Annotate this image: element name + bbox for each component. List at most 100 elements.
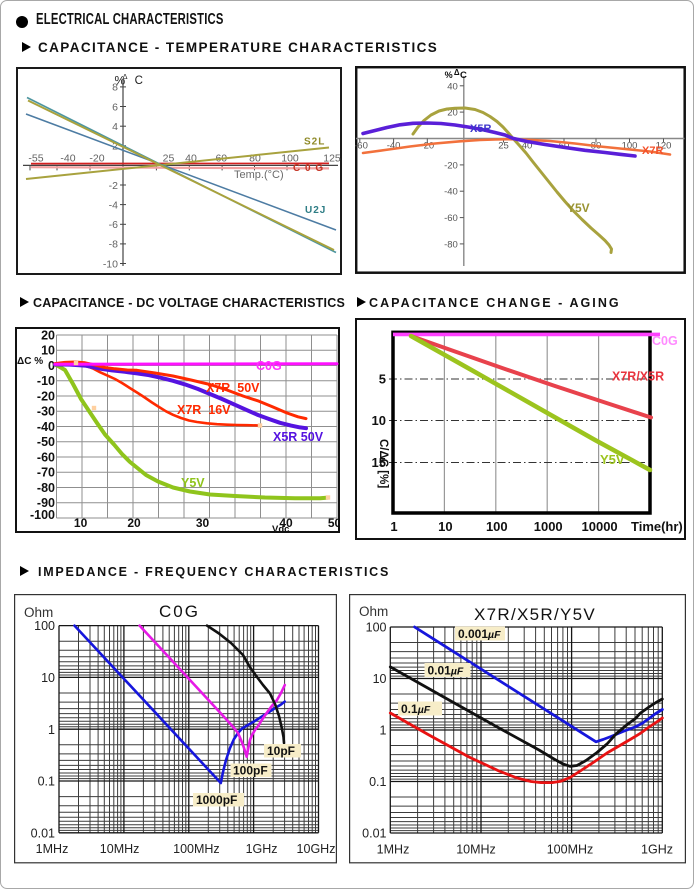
svg-text:-20: -20 [37,389,55,403]
svg-text:40: 40 [185,153,197,165]
svg-text:0.1µF: 0.1µF [401,702,431,716]
svg-text:-55: -55 [28,153,43,165]
svg-text:-50: -50 [37,435,55,449]
svg-text:6: 6 [112,101,118,113]
svg-text:-40: -40 [60,153,75,165]
svg-text:100MHz: 100MHz [173,842,220,856]
svg-text:X7R: X7R [642,145,663,157]
svg-text:5: 5 [379,372,386,387]
svg-text:0: 0 [48,359,55,373]
svg-text:30: 30 [196,516,210,530]
svg-text:X7R/X5R/Y5V: X7R/X5R/Y5V [474,605,596,624]
svg-text:120: 120 [656,141,672,152]
svg-text:100MHz: 100MHz [547,843,594,857]
svg-text:-40: -40 [37,420,55,434]
svg-text:0.01: 0.01 [362,827,386,841]
svg-text:100: 100 [281,153,299,165]
svg-text:20: 20 [447,108,458,119]
svg-text:C0G: C0G [652,334,678,348]
svg-text:4: 4 [112,121,118,133]
svg-text:-40: -40 [444,187,458,198]
svg-text:Y5V: Y5V [567,201,590,215]
svg-text:C0G: C0G [256,359,282,373]
svg-text:Δ: Δ [123,72,128,81]
svg-text:8: 8 [112,82,118,94]
svg-text:Y5V: Y5V [181,476,205,490]
svg-text:-10: -10 [103,258,118,270]
svg-text:-20: -20 [89,153,104,165]
svg-text:80: 80 [249,153,261,165]
svg-text:10: 10 [74,516,88,530]
svg-text:10: 10 [373,672,387,686]
svg-text:S2L: S2L [304,137,325,148]
svg-text:1: 1 [48,723,55,737]
svg-text:10MHz: 10MHz [456,843,496,857]
svg-text:-20: -20 [420,141,434,152]
svg-text:1: 1 [390,519,397,534]
svg-text:-4: -4 [109,199,118,211]
svg-text:-8: -8 [109,239,118,251]
svg-text:Y5V: Y5V [600,452,625,467]
svg-text:-60: -60 [355,141,368,152]
svg-text:0.001µF: 0.001µF [458,627,501,641]
svg-text:125: 125 [323,153,341,165]
svg-text:-10: -10 [37,374,55,388]
svg-text:0.1: 0.1 [38,775,55,789]
svg-text:25: 25 [498,141,509,152]
svg-text:1000pF: 1000pF [196,793,237,807]
svg-text:X7R/X5R: X7R/X5R [612,370,664,384]
svg-text:50: 50 [328,516,340,530]
svg-text:X5R 50V: X5R 50V [273,430,324,444]
svg-text:10GHz: 10GHz [297,842,336,856]
svg-text:100pF: 100pF [233,764,268,778]
svg-text:10: 10 [438,519,452,534]
svg-text:-100: -100 [30,508,55,522]
svg-text:10MHz: 10MHz [100,842,140,856]
svg-text:Ohm: Ohm [359,604,388,619]
svg-text:25: 25 [163,153,175,165]
svg-text:1MHz: 1MHz [377,843,410,857]
svg-text:C0G: C0G [159,602,200,621]
svg-text:Time(hr): Time(hr) [631,519,683,534]
svg-text:-20: -20 [444,160,458,171]
svg-text:10: 10 [41,671,55,685]
svg-text:X7R 16V: X7R 16V [177,403,231,417]
svg-text:-6: -6 [109,219,118,231]
svg-text:Δ: Δ [454,68,460,77]
svg-text:%: % [115,73,126,87]
svg-text:C: C [135,75,143,87]
svg-text:C/ΔC [%]: C/ΔC [%] [377,439,389,488]
svg-text:0.1: 0.1 [369,775,386,789]
svg-text:40: 40 [522,141,533,152]
svg-text:-40: -40 [387,141,401,152]
svg-text:1000: 1000 [534,519,563,534]
svg-text:40: 40 [447,81,458,92]
svg-text:-70: -70 [37,466,55,480]
svg-text:X5R: X5R [470,123,491,135]
svg-text:ΔC %: ΔC % [17,356,43,367]
svg-text:Temp.(°C): Temp.(°C) [234,169,284,181]
svg-text:100: 100 [366,621,387,635]
svg-text:-60: -60 [444,213,458,224]
svg-text:C 0 G: C 0 G [293,163,324,174]
svg-text:100: 100 [486,519,508,534]
svg-text:40: 40 [279,516,293,530]
svg-text:-80: -80 [37,481,55,495]
svg-text:1MHz: 1MHz [36,842,69,856]
svg-text:Vdc: Vdc [272,524,289,533]
svg-text:X7R 50V: X7R 50V [206,381,260,395]
svg-text:-90: -90 [37,496,55,510]
svg-text:-60: -60 [37,450,55,464]
svg-text:-30: -30 [37,405,55,419]
svg-text:10: 10 [372,413,386,428]
svg-text:-80: -80 [444,239,458,250]
svg-text:Ohm: Ohm [24,605,53,620]
svg-text:1GHz: 1GHz [246,842,278,856]
svg-text:C: C [460,70,467,81]
svg-text:0.01: 0.01 [31,826,55,840]
svg-text:10: 10 [41,344,55,358]
svg-text:1GHz: 1GHz [641,843,673,857]
svg-text:U2J: U2J [305,205,326,216]
svg-text:%: % [445,70,453,80]
svg-text:15: 15 [372,455,386,470]
